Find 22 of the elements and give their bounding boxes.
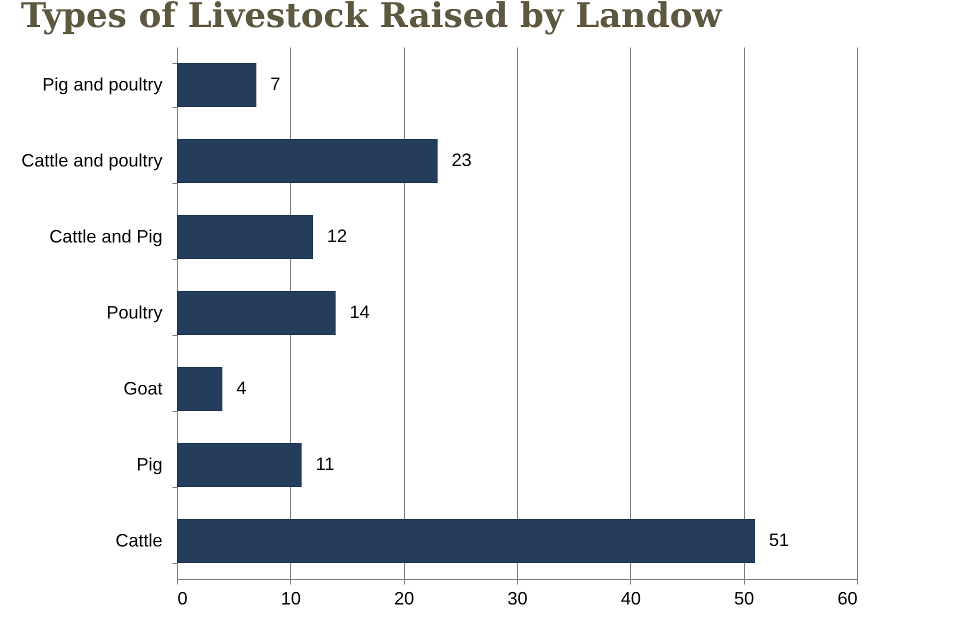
data-label: 23 <box>452 150 472 170</box>
y-tick-label: Poultry <box>106 302 162 322</box>
x-tick-label: 20 <box>394 588 414 608</box>
data-label: 4 <box>236 378 246 398</box>
y-tick-label: Goat <box>123 378 162 398</box>
y-tick-label: Pig <box>136 454 162 474</box>
x-tick-label: 30 <box>507 588 528 608</box>
data-label: 14 <box>350 302 370 322</box>
data-label: 12 <box>327 226 348 246</box>
x-tick-label: 50 <box>734 588 754 608</box>
y-tick-label: Pig and poultry <box>42 74 162 94</box>
data-label: 51 <box>769 530 790 550</box>
chart-title: Types of Livestock Raised by Landow <box>20 0 722 36</box>
y-tick-label: Cattle and Pig <box>49 226 162 246</box>
x-tick-label: 10 <box>280 588 301 608</box>
x-tick-label: 40 <box>620 588 641 608</box>
data-label: 11 <box>316 454 334 474</box>
x-tick-label: 60 <box>837 588 858 608</box>
y-tick-label: Cattle <box>115 530 162 550</box>
data-label: 7 <box>270 74 280 94</box>
x-tick-label: 0 <box>178 588 188 608</box>
y-tick-label: Cattle and poultry <box>21 150 162 170</box>
